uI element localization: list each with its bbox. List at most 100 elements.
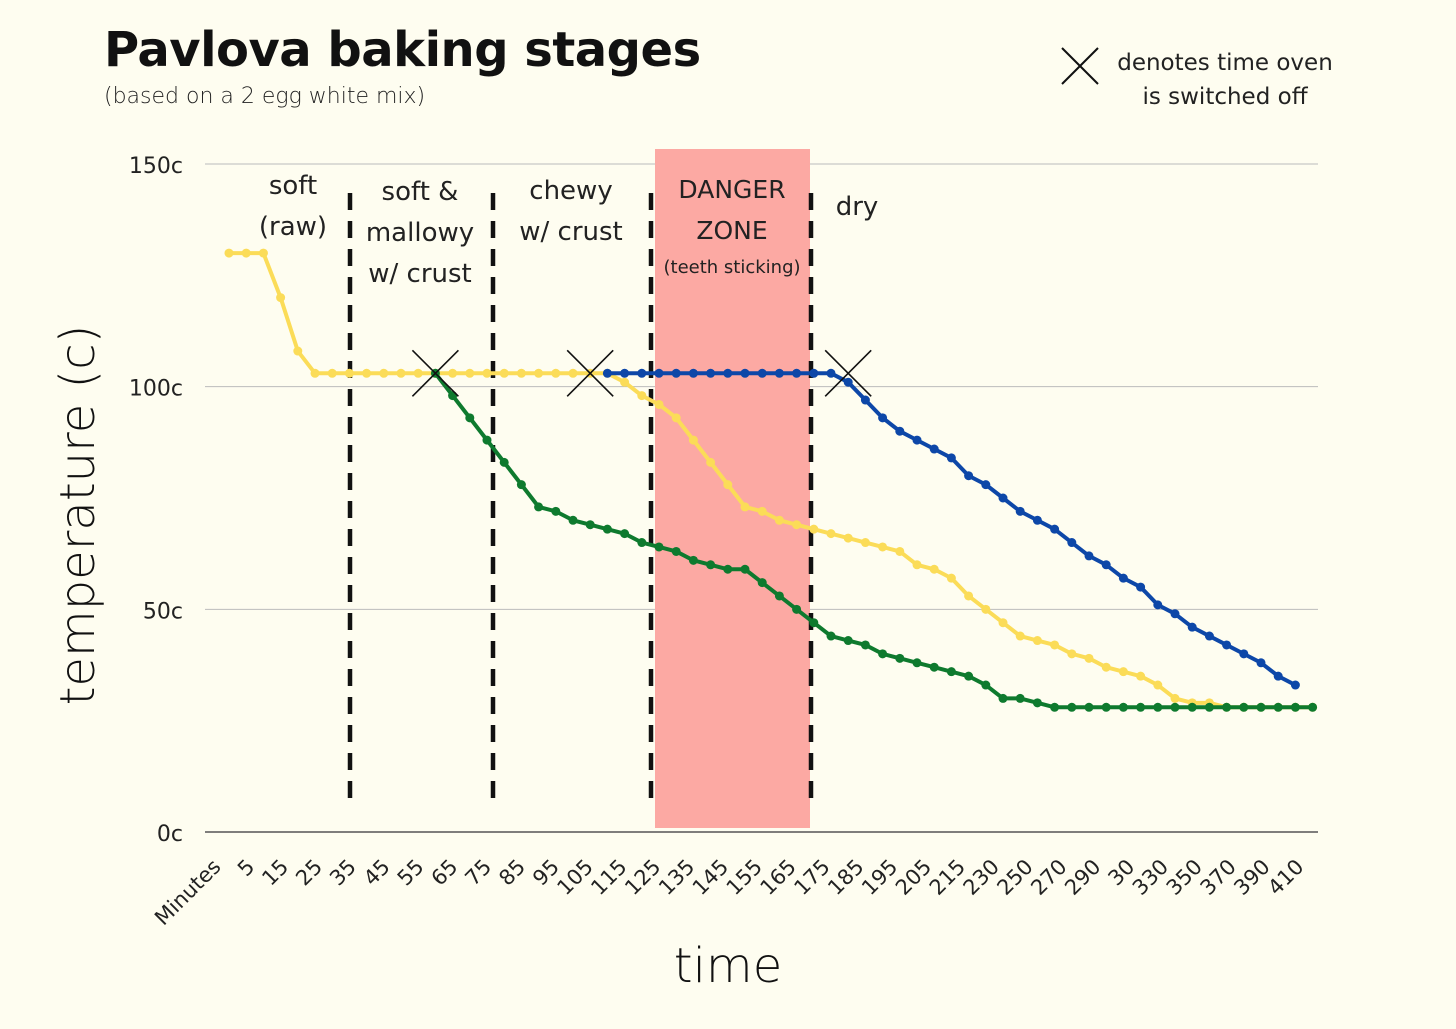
data-point	[981, 680, 991, 690]
data-point	[1084, 653, 1094, 663]
data-point	[964, 471, 974, 481]
data-point	[671, 368, 681, 378]
oven-off-marker	[566, 349, 614, 397]
data-point	[585, 520, 595, 530]
data-point	[482, 435, 492, 445]
data-point	[912, 435, 922, 445]
data-point	[1015, 631, 1025, 641]
oven-off-marker	[411, 349, 459, 397]
y-axis-label: temperature (c)	[50, 324, 106, 706]
data-point	[895, 546, 905, 556]
x-tick-label: 35	[325, 855, 361, 891]
chart-title: Pavlova baking stages	[104, 22, 701, 78]
data-point	[946, 667, 956, 677]
data-point	[723, 480, 733, 490]
data-point	[1050, 702, 1060, 712]
data-point	[1101, 662, 1111, 672]
data-point	[740, 368, 750, 378]
data-point	[826, 368, 836, 378]
data-point	[1101, 560, 1111, 570]
data-point	[1118, 573, 1128, 583]
x-axis-label: time	[673, 938, 783, 994]
data-point	[706, 457, 716, 467]
data-point	[602, 368, 612, 378]
data-point	[551, 368, 561, 378]
data-point	[1170, 702, 1180, 712]
data-point	[534, 502, 544, 512]
data-point	[568, 368, 578, 378]
data-point	[448, 391, 458, 401]
x-tick-label: 290	[1060, 855, 1105, 900]
data-point	[860, 538, 870, 548]
data-point	[843, 377, 853, 387]
data-point	[1067, 538, 1077, 548]
data-point	[465, 413, 475, 423]
data-point	[809, 368, 819, 378]
data-point	[1067, 702, 1077, 712]
data-point	[895, 426, 905, 436]
stage-label: mallowy	[366, 218, 474, 248]
x-tick-label: 15	[257, 855, 293, 891]
data-point	[912, 560, 922, 570]
data-point	[998, 493, 1008, 503]
data-point	[912, 658, 922, 668]
data-point	[1204, 631, 1214, 641]
data-point	[448, 368, 458, 378]
data-point	[998, 618, 1008, 628]
data-point	[1239, 649, 1249, 659]
data-point	[258, 248, 268, 258]
data-point	[860, 395, 870, 405]
stage-label: w/ crust	[519, 217, 623, 247]
data-point	[1118, 667, 1128, 677]
data-point	[1032, 698, 1042, 708]
data-point	[723, 564, 733, 574]
series-line	[433, 372, 1313, 710]
data-point	[998, 693, 1008, 703]
data-point	[1136, 582, 1146, 592]
data-point	[1136, 702, 1146, 712]
data-point	[946, 573, 956, 583]
data-point	[671, 413, 681, 423]
data-point	[379, 368, 389, 378]
stage-label: ZONE	[696, 216, 767, 245]
data-point	[929, 662, 939, 672]
data-point	[1222, 702, 1232, 712]
data-point	[1118, 702, 1128, 712]
x-tick-label: 65	[427, 855, 463, 891]
legend-line-1: denotes time oven	[1117, 50, 1333, 76]
data-point	[1084, 702, 1094, 712]
data-point	[654, 399, 664, 409]
stage-label: (raw)	[259, 212, 327, 242]
data-point	[671, 546, 681, 556]
data-point	[1084, 551, 1094, 561]
data-point	[688, 435, 698, 445]
y-tick-label: 100c	[129, 377, 183, 402]
data-point	[499, 457, 509, 467]
x-tick-label: 410	[1263, 855, 1308, 900]
data-point	[757, 506, 767, 516]
data-point	[1050, 524, 1060, 534]
data-point	[620, 529, 630, 539]
legend-text: denotes time oven is switched off	[1110, 46, 1340, 114]
legend: denotes time oven is switched off	[1060, 46, 1350, 116]
data-point	[757, 368, 767, 378]
data-point	[929, 564, 939, 574]
data-point	[843, 533, 853, 543]
x-tick-label: 45	[359, 855, 395, 891]
data-point	[843, 636, 853, 646]
data-point	[620, 368, 630, 378]
data-point	[1153, 680, 1163, 690]
y-tick-label: 0c	[157, 822, 183, 847]
stage-label: dry	[836, 192, 879, 222]
data-point	[396, 368, 406, 378]
data-point	[1222, 640, 1232, 650]
data-point	[1153, 702, 1163, 712]
data-point	[792, 604, 802, 614]
data-point	[826, 529, 836, 539]
data-point	[964, 671, 974, 681]
x-mark-stroke	[411, 349, 459, 397]
data-point	[723, 368, 733, 378]
data-point	[964, 591, 974, 601]
data-point	[946, 453, 956, 463]
